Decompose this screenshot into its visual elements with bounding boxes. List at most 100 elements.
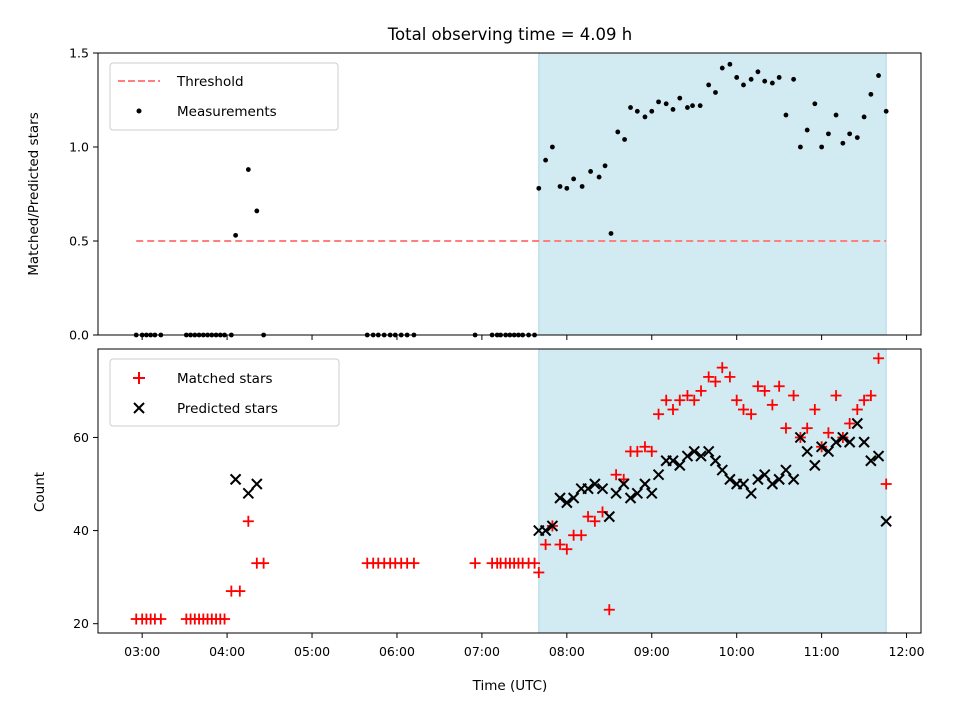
- measurement-point: [833, 112, 839, 118]
- measurement-point: [734, 75, 740, 80]
- x-tick-label: 12:00: [889, 644, 925, 659]
- matched-star-point: [561, 543, 573, 555]
- top-y-tick-label: 0.0: [69, 328, 89, 343]
- matched-star-point: [554, 539, 566, 551]
- measurement-point: [819, 144, 825, 150]
- measurement-point: [254, 208, 260, 214]
- matched-star-point: [540, 539, 552, 551]
- measurement-points: [133, 61, 889, 338]
- measurement-point: [685, 105, 690, 110]
- predicted-star-point: [809, 459, 821, 472]
- matched-star-point: [773, 380, 785, 392]
- predicted-star-point: [546, 520, 559, 532]
- predicted-star-point: [681, 450, 694, 462]
- measurement-point: [727, 61, 733, 67]
- matched-star-point: [873, 352, 885, 364]
- legend-measurements-swatch: [136, 108, 142, 114]
- matched-star-point: [752, 380, 764, 392]
- predicted-star-point: [815, 441, 828, 453]
- matched-stars-points: [130, 352, 892, 625]
- predicted-star-point: [837, 431, 849, 444]
- bottom-x-ticks: 03:00 04:00 05:00 06:00 07:00 08:00 09:00 10:00…: [124, 633, 925, 659]
- predicted-stars-points: [229, 417, 892, 537]
- matched-star-point: [646, 445, 658, 457]
- x-tick-label: 03:00: [124, 644, 160, 659]
- matched-star-point: [653, 408, 665, 420]
- measurement-point: [608, 231, 614, 236]
- measurement-point: [861, 114, 867, 120]
- predicted-star-point: [745, 487, 757, 500]
- predicted-star-point: [880, 515, 892, 527]
- matched-star-point: [533, 566, 545, 578]
- predicted-star-point: [229, 473, 242, 486]
- matched-star-point: [674, 394, 686, 406]
- measurement-point: [588, 169, 594, 174]
- top-shaded-span-rect: [538, 52, 887, 336]
- measurement-point: [656, 99, 661, 105]
- matched-star-point: [780, 422, 792, 434]
- measurement-point: [847, 131, 853, 137]
- matched-star-point: [724, 371, 736, 383]
- predicted-star-point: [554, 492, 566, 504]
- bottom-shaded-span-rect: [538, 348, 887, 634]
- top-panel: 0.0 0.5 1.0 1.5 Total observing time = 4.09…: [26, 25, 922, 343]
- matched-star-point: [681, 390, 693, 402]
- matched-star-point: [801, 422, 813, 434]
- measurement-point: [883, 108, 889, 114]
- predicted-star-point: [801, 445, 813, 458]
- measurement-point: [564, 185, 570, 191]
- bottom-y-axis-label: Count: [32, 472, 48, 512]
- measurement-point: [797, 144, 803, 150]
- matched-star-point: [575, 529, 587, 541]
- top-y-axis-label: Matched/Predicted stars: [26, 112, 42, 275]
- matched-star-point: [716, 362, 728, 374]
- predicted-star-point: [618, 478, 630, 490]
- measurement-point: [840, 140, 846, 146]
- predicted-star-point: [716, 464, 728, 476]
- predicted-star-point: [865, 455, 877, 467]
- matched-star-point: [844, 417, 856, 429]
- predicted-star-point: [851, 417, 864, 430]
- bottom-y-ticks: 20 40 60: [73, 430, 98, 631]
- x-tick-label: 04:00: [209, 644, 245, 659]
- bottom-axes-frame: [97, 348, 922, 634]
- measurement-point: [536, 185, 542, 191]
- predicted-star-point: [603, 510, 616, 523]
- measurement-point: [783, 112, 789, 118]
- predicted-star-point: [872, 450, 885, 462]
- measurement-point: [663, 101, 669, 107]
- measurement-point: [776, 75, 782, 80]
- matched-star-point: [766, 399, 778, 411]
- matched-star-point: [759, 385, 771, 397]
- matched-star-point: [695, 385, 707, 397]
- bottom-y-tick-label: 40: [73, 523, 89, 538]
- matched-star-point: [851, 404, 863, 416]
- legend-predicted-label: Predicted stars: [177, 401, 278, 417]
- top-x-ticks: [141, 335, 908, 340]
- bottom-y-tick-label: 20: [73, 616, 89, 631]
- bottom-panel: 20 40 60 03:00 04:00 05:00 06:00 07:00 08:00 09:…: [32, 348, 925, 694]
- x-tick-label: 06:00: [379, 644, 415, 659]
- measurement-point: [622, 137, 627, 142]
- bottom-y-tick-label: 60: [73, 430, 89, 445]
- measurement-point: [741, 82, 746, 88]
- bottom-legend: Matched stars Predicted stars: [109, 358, 340, 427]
- top-axes-frame: [97, 52, 922, 336]
- x-tick-label: 09:00: [634, 644, 670, 659]
- measurement-point: [571, 176, 577, 182]
- matched-star-point: [731, 394, 743, 406]
- measurement-point: [812, 101, 818, 107]
- matched-star-point: [858, 394, 870, 406]
- predicted-star-point: [631, 487, 644, 500]
- x-tick-label: 10:00: [719, 644, 755, 659]
- x-axis-label: Time (UTC): [472, 678, 548, 694]
- legend-matched-label: Matched stars: [177, 371, 273, 387]
- predicted-star-point: [695, 450, 707, 462]
- measurement-point: [762, 78, 768, 84]
- predicted-star-point: [702, 445, 715, 458]
- predicted-star-point: [787, 473, 800, 486]
- predicted-star-point: [624, 492, 637, 504]
- predicted-star-point: [830, 436, 842, 448]
- predicted-star-point: [589, 478, 601, 490]
